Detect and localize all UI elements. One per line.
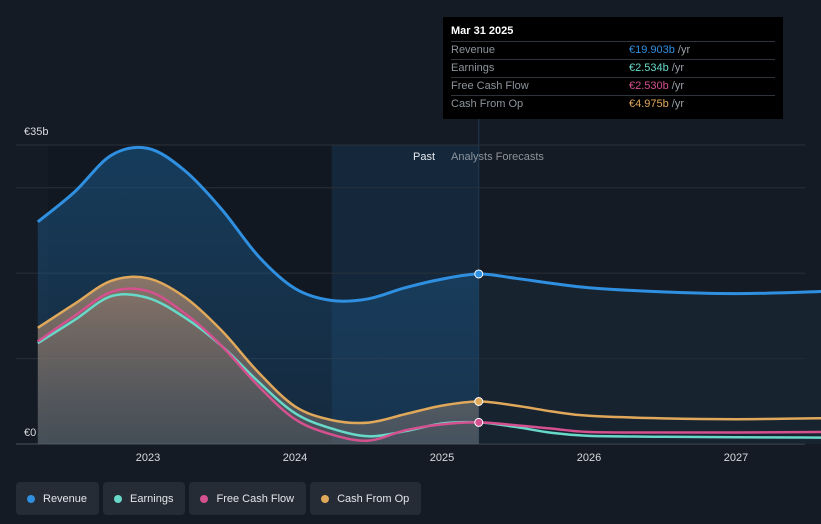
axis-labels: €35b €0 Past Analysts Forecasts 2023 2024… [24, 126, 748, 464]
free-cash-flow-line [37, 287, 821, 442]
cash-from-op-marker [474, 396, 484, 406]
tooltip-value: €2.534b [629, 62, 669, 74]
x-tick-label: 2026 [577, 452, 601, 464]
tooltip-unit: /yr [677, 44, 691, 56]
data-tooltip: Mar 31 2025 Revenue €19.903b /yr Earning… [443, 17, 783, 119]
tooltip-row-earnings: Earnings €2.534b /yr [451, 59, 775, 77]
tooltip-unit: /yr [671, 80, 684, 92]
tooltip-label: Free Cash Flow [451, 80, 529, 92]
legend-item-free-cash-flow[interactable]: Free Cash Flow [189, 482, 307, 515]
legend-label: Earnings [130, 492, 174, 505]
x-tick-label: 2027 [724, 452, 748, 464]
tooltip-unit: /yr [671, 98, 684, 110]
legend-label: Revenue [43, 492, 88, 505]
revenue-line [36, 145, 821, 303]
tooltip-markers [474, 269, 484, 427]
tooltip-value: €2.530b [629, 80, 669, 92]
tooltip-date: Mar 31 2025 [451, 25, 514, 37]
legend-dot-icon [200, 494, 209, 503]
legend-dot-icon [321, 494, 330, 503]
x-tick-label: 2025 [430, 452, 454, 464]
tooltip-value: €19.903b [629, 44, 675, 56]
tooltip-label: Earnings [451, 62, 495, 74]
revenue-forecast-area [478, 274, 821, 444]
legend-item-cash-from-op[interactable]: Cash From Op [310, 482, 422, 515]
legend-dot-icon [27, 494, 35, 503]
cash-from-op-line [37, 275, 821, 425]
tooltip-unit: /yr [671, 62, 684, 74]
free-cash-flow-marker [474, 417, 484, 427]
y-tick-label-top: €35b [24, 126, 48, 138]
tooltip-row-cash-from-op: Cash From Op €4.975b /yr [451, 95, 775, 113]
chart-legend: Revenue Earnings Free Cash Flow Cash Fro… [16, 482, 422, 515]
past-label: Past [413, 151, 435, 163]
tooltip-row-revenue: Revenue €19.903b /yr [451, 41, 775, 59]
tooltip-label: Cash From Op [451, 98, 524, 110]
legend-item-earnings[interactable]: Earnings [103, 482, 186, 515]
x-tick-label: 2024 [283, 452, 307, 464]
tooltip-row-free-cash-flow: Free Cash Flow €2.530b /yr [451, 77, 775, 95]
x-tick-label: 2023 [136, 452, 160, 464]
forecast-label: Analysts Forecasts [451, 151, 544, 163]
tooltip-value: €4.975b [629, 98, 669, 110]
series-areas [37, 147, 821, 444]
revenue-marker [474, 269, 484, 279]
y-tick-label-zero: €0 [24, 427, 36, 439]
cash-from-op-area [37, 276, 479, 444]
series-lines [36, 145, 821, 442]
legend-label: Cash From Op [337, 492, 410, 505]
legend-item-revenue[interactable]: Revenue [16, 482, 100, 515]
legend-label: Free Cash Flow [216, 492, 295, 505]
tooltip-label: Revenue [451, 44, 496, 56]
earnings-line [37, 292, 821, 439]
legend-dot-icon [114, 494, 123, 503]
